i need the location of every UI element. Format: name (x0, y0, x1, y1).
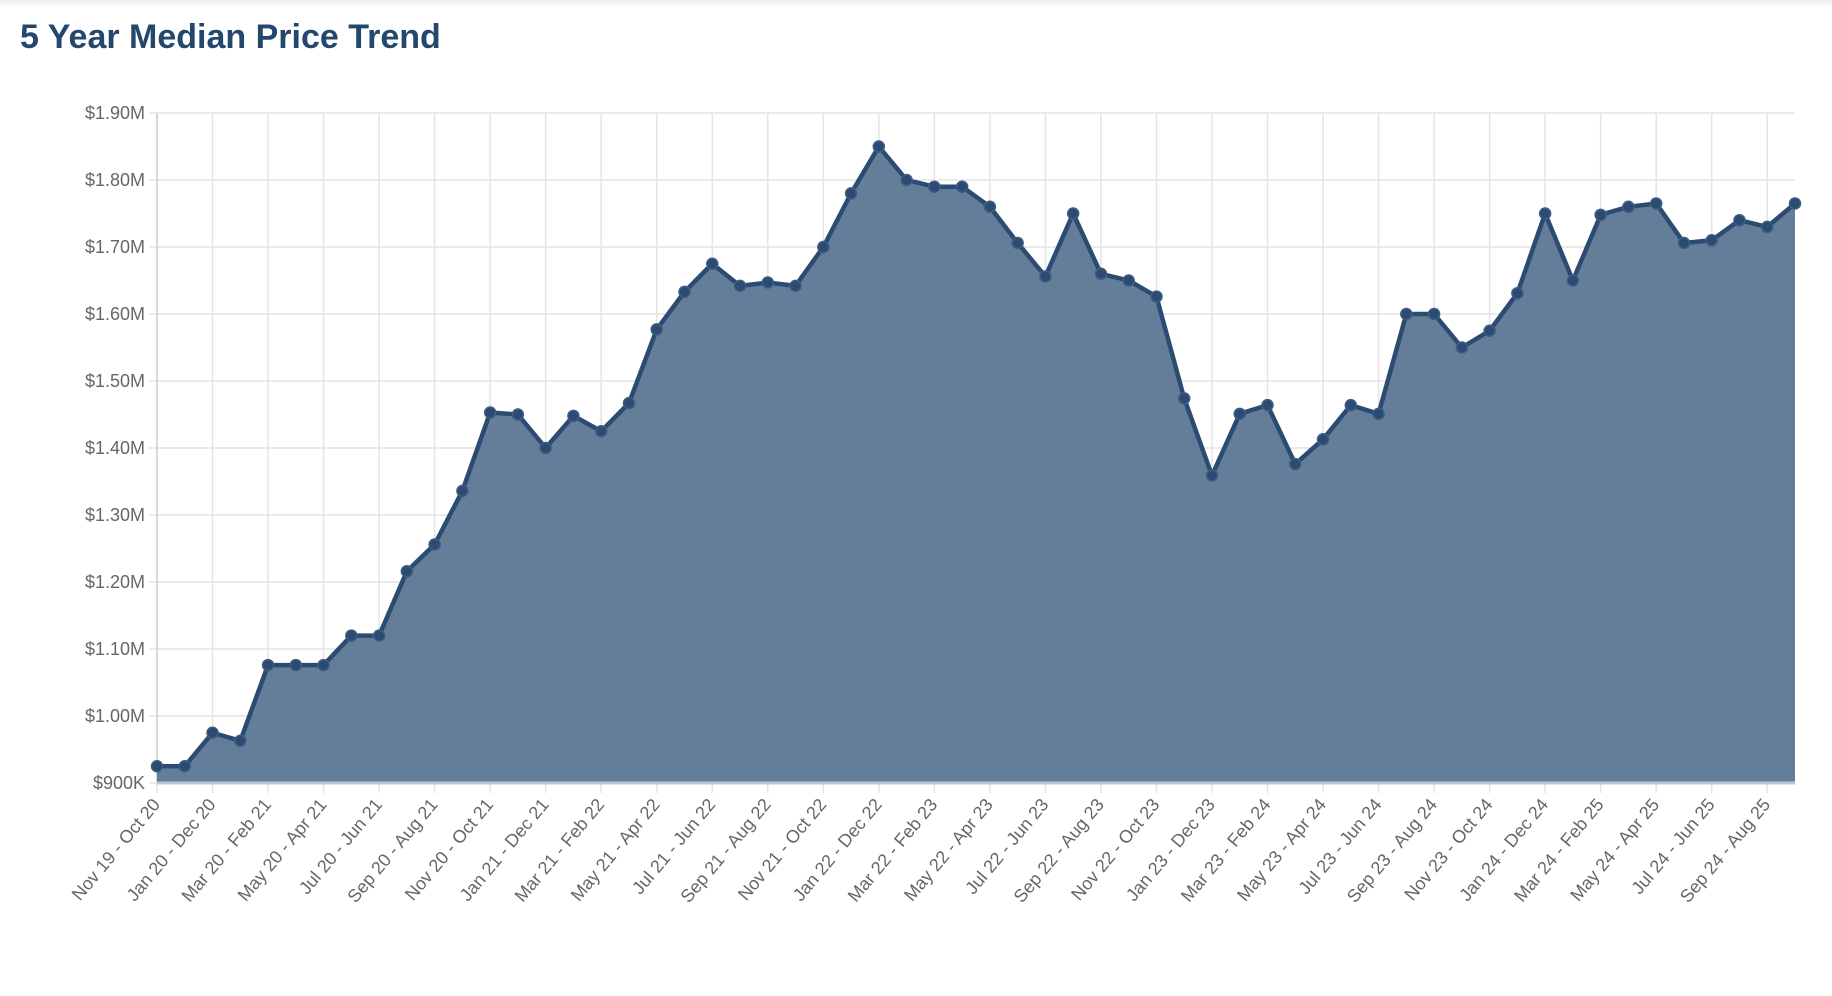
data-point (1039, 270, 1052, 283)
data-point (1122, 274, 1135, 287)
data-point (150, 760, 164, 773)
data-point (234, 734, 247, 748)
data-point (206, 726, 219, 739)
data-point (955, 180, 969, 193)
data-point (1233, 407, 1246, 421)
y-tick-label: $1.80M (85, 170, 145, 190)
y-tick-label: $900K (93, 773, 145, 793)
data-point (1427, 307, 1441, 321)
data-point (261, 658, 275, 672)
data-point (1261, 398, 1274, 412)
data-point (1066, 207, 1080, 220)
data-point (1760, 220, 1774, 234)
chart-title: 5 Year Median Price Trend (20, 18, 441, 56)
data-point (1455, 341, 1469, 354)
data-point (1011, 236, 1024, 250)
data-point (1344, 398, 1358, 412)
data-point (650, 323, 663, 336)
data-point (1594, 208, 1607, 222)
data-point (928, 180, 941, 193)
data-point (678, 285, 691, 299)
data-point (1289, 457, 1302, 471)
data-point (1205, 469, 1219, 482)
data-point (844, 187, 858, 200)
data-point (1094, 267, 1108, 281)
data-point (539, 441, 552, 455)
data-point (733, 279, 747, 293)
y-tick-label: $1.70M (85, 237, 145, 257)
data-point (1649, 197, 1663, 210)
data-point (372, 629, 386, 642)
data-point (178, 760, 192, 773)
data-point (1788, 197, 1802, 210)
area-fill (157, 146, 1795, 783)
data-point (1316, 433, 1330, 446)
data-point (594, 425, 608, 438)
data-point (428, 538, 441, 551)
data-point (1705, 234, 1718, 247)
data-point (400, 565, 414, 578)
data-point (1566, 274, 1580, 287)
y-tick-label: $1.00M (85, 706, 145, 726)
data-point (900, 173, 913, 187)
data-point (1622, 200, 1635, 214)
data-point (1677, 236, 1691, 250)
data-point (567, 409, 580, 423)
y-tick-label: $1.60M (85, 304, 145, 324)
data-point (511, 408, 525, 421)
data-point (1177, 392, 1191, 405)
data-point (1538, 207, 1552, 220)
data-point (345, 629, 358, 642)
top-shadow (0, 0, 1832, 8)
data-point (706, 257, 719, 270)
data-point (1150, 290, 1163, 303)
data-point (872, 140, 886, 153)
y-tick-label: $1.30M (85, 505, 145, 525)
y-tick-label: $1.20M (85, 572, 145, 592)
data-point (1733, 213, 1746, 227)
data-point (317, 658, 330, 672)
series-line (157, 144, 1797, 769)
data-point (789, 279, 802, 293)
data-point (1400, 307, 1413, 321)
data-point (983, 200, 997, 214)
data-point (289, 658, 303, 672)
data-point (817, 240, 830, 254)
y-tick-label: $1.50M (85, 371, 145, 391)
y-tick-label: $1.10M (85, 639, 145, 659)
data-point (622, 396, 636, 410)
y-tick-label: $1.40M (85, 438, 145, 458)
data-point (456, 484, 469, 498)
data-point (483, 406, 497, 419)
data-point (1372, 407, 1385, 421)
data-point (1483, 324, 1496, 337)
y-tick-label: $1.90M (85, 103, 145, 123)
data-point (761, 276, 775, 289)
data-point (1511, 286, 1524, 300)
